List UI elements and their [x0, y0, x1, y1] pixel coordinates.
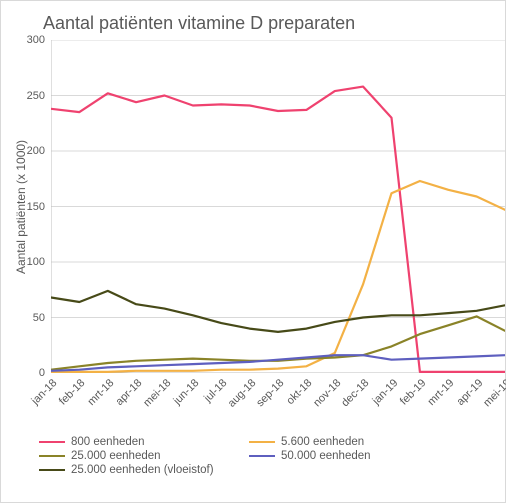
- x-tick: feb-19: [398, 377, 429, 408]
- y-tick: 250: [27, 90, 51, 102]
- plot-area: Aantal patiënten (x 1000) 05010015020025…: [51, 40, 505, 373]
- legend-item: 5.600 eenheden: [249, 436, 459, 448]
- legend-label: 25.000 eenheden (vloeistof): [71, 464, 214, 476]
- chart-container: Aantal patiënten vitamine D preparaten A…: [0, 0, 506, 503]
- legend-label: 800 eenheden: [71, 436, 145, 448]
- legend-label: 5.600 eenheden: [281, 436, 364, 448]
- y-tick: 100: [27, 256, 51, 268]
- chart-title: Aantal patiënten vitamine D preparaten: [43, 13, 487, 34]
- x-tick: jan-18: [29, 377, 59, 407]
- y-tick: 150: [27, 201, 51, 213]
- y-tick: 300: [27, 34, 51, 46]
- legend-swatch: [39, 441, 65, 443]
- legend-item: 25.000 eenheden (vloeistof): [39, 464, 249, 476]
- legend-item: 800 eenheden: [39, 436, 249, 448]
- x-ticks: jan-18feb-18mrt-18apr-18mei-18jun-18jul-…: [51, 373, 505, 433]
- x-tick: okt-18: [285, 377, 315, 407]
- legend-item: 25.000 eenheden: [39, 450, 249, 462]
- x-tick: dec-18: [339, 377, 371, 409]
- x-tick: mei-19: [481, 377, 506, 409]
- legend: 800 eenheden 5.600 eenheden 25.000 eenhede…: [39, 435, 479, 477]
- legend-swatch: [39, 469, 65, 471]
- plot-svg: [51, 40, 505, 373]
- x-tick: feb-18: [57, 377, 88, 408]
- x-tick: sep-18: [254, 377, 286, 409]
- x-tick: jan-19: [370, 377, 400, 407]
- legend-swatch: [249, 441, 275, 443]
- y-tick: 50: [33, 312, 51, 324]
- x-tick: mrt-18: [85, 377, 116, 408]
- legend-swatch: [39, 455, 65, 457]
- x-tick: aug-18: [225, 377, 258, 410]
- x-tick: nov-18: [311, 377, 343, 409]
- x-tick: mrt-19: [426, 377, 457, 408]
- legend-label: 25.000 eenheden: [71, 450, 161, 462]
- x-tick: jun-18: [171, 377, 201, 407]
- x-tick: apr-18: [114, 377, 145, 408]
- legend-swatch: [249, 455, 275, 457]
- legend-item: 50.000 eenheden: [249, 450, 459, 462]
- y-tick: 200: [27, 145, 51, 157]
- x-tick: apr-19: [454, 377, 485, 408]
- legend-label: 50.000 eenheden: [281, 450, 371, 462]
- x-tick: mei-18: [141, 377, 173, 409]
